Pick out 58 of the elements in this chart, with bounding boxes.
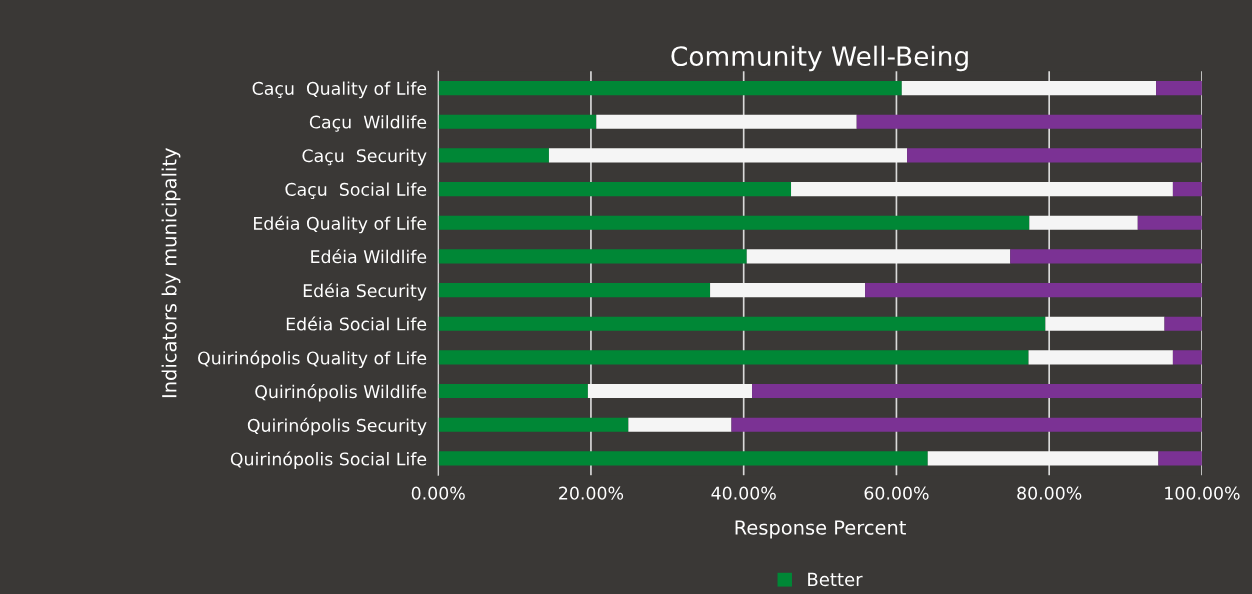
x-tick-label: 40.00%: [711, 486, 776, 500]
bar: [548, 148, 908, 163]
bar: [1028, 350, 1173, 365]
bar: [438, 350, 1029, 365]
bar: [438, 283, 711, 298]
x-axis-title: Response Percent: [735, 520, 906, 539]
y-tick-label: Quirinópolis Security: [247, 417, 427, 436]
bar: [752, 383, 1202, 399]
bar: [438, 114, 597, 129]
y-tick-label: Edéia Quality of Life: [254, 215, 427, 234]
x-tick-label: 20.00%: [559, 486, 624, 500]
y-tick-label: Edéia Security: [303, 283, 427, 301]
bar: [710, 283, 866, 298]
bar: [907, 148, 1202, 163]
bar: [731, 417, 1202, 432]
chart-title: Community Well-Being: [671, 45, 968, 72]
x-tick-label: 60.00%: [864, 486, 929, 500]
y-tick-label: Caçu Wildlife: [309, 115, 427, 132]
bar: [1172, 350, 1202, 365]
bar: [1045, 316, 1165, 331]
bar: [1029, 215, 1138, 230]
bar: [438, 417, 629, 432]
bar: [927, 451, 1159, 466]
bar: [791, 182, 1173, 197]
bar: [1137, 215, 1202, 230]
bar: [438, 316, 1046, 331]
y-tick-label: Edéia Social Life: [286, 316, 427, 331]
x-tick-label: 100.00%: [1165, 486, 1240, 500]
bar: [1172, 182, 1202, 197]
bar: [865, 283, 1202, 298]
bar: [596, 114, 857, 129]
y-tick-label: Caçu Security: [302, 148, 427, 166]
bar: [438, 383, 588, 399]
bar: [901, 81, 1157, 96]
bar: [856, 114, 1202, 129]
y-tick-label: Quirinópolis Social Life: [230, 451, 427, 469]
bar: [1156, 81, 1202, 96]
y-tick-label: Caçu Quality of Life: [252, 81, 427, 99]
bar: [438, 451, 928, 466]
x-tick-label: 80.00%: [1017, 486, 1082, 500]
y-tick-label: Quirinópolis Wildlife: [255, 384, 427, 402]
bar: [438, 148, 549, 163]
x-tick-label: 0.00%: [411, 486, 465, 500]
y-tick-label: Caçu Social Life: [285, 182, 427, 200]
bar: [587, 383, 753, 399]
y-axis-title: Indicators by municipality: [161, 148, 181, 398]
bar: [1158, 451, 1202, 466]
bar: [438, 249, 747, 264]
bar: [1010, 249, 1202, 264]
bar: [438, 81, 902, 96]
bar: [438, 182, 792, 197]
bar: [746, 249, 1011, 264]
legend-label: Better: [808, 572, 863, 587]
bar: [438, 215, 1030, 230]
y-tick-label: Edéia Wildlife: [311, 249, 427, 264]
bar: [1164, 316, 1202, 331]
y-tick-label: Quirinópolis Quality of Life: [198, 350, 427, 368]
bar: [628, 417, 732, 432]
